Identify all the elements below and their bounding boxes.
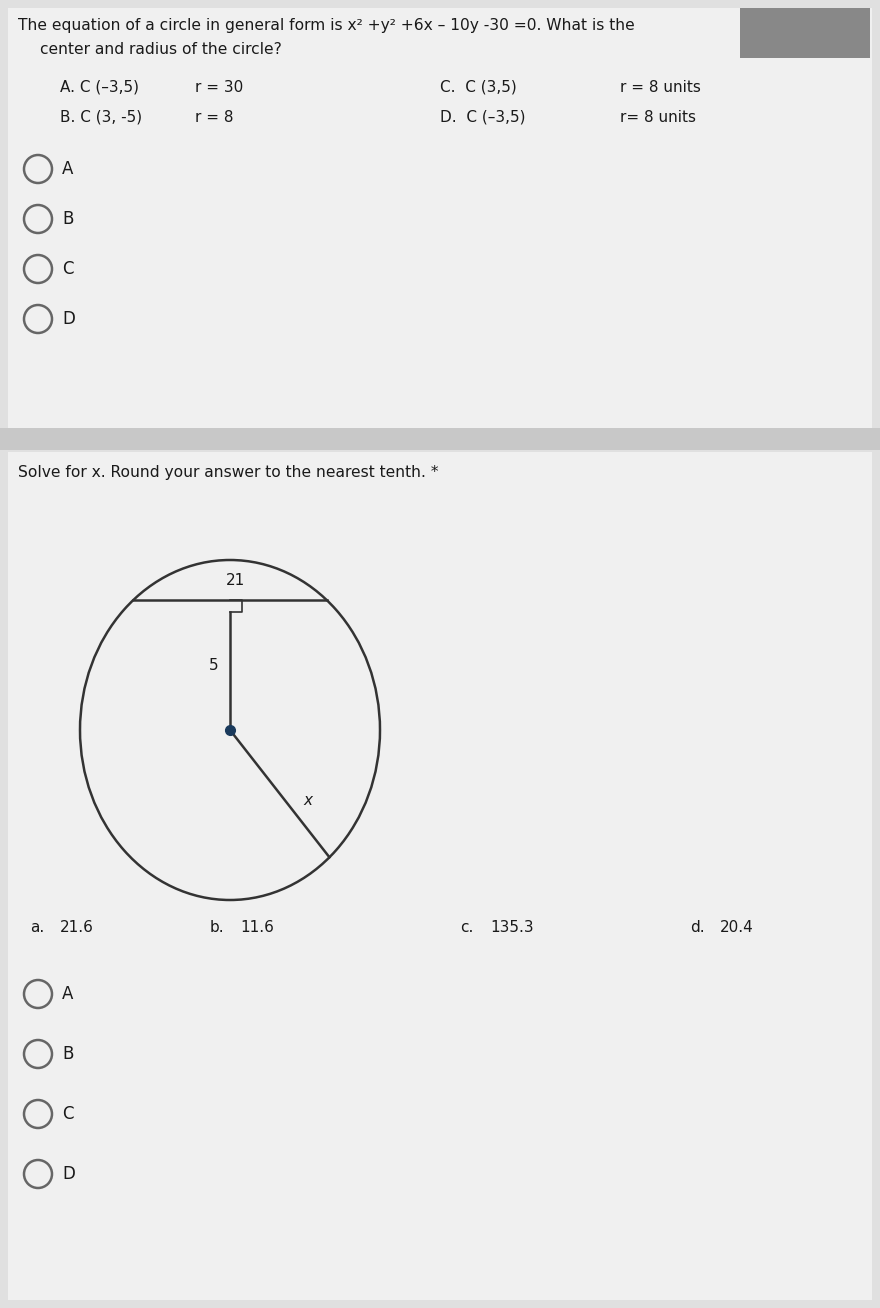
Text: r = 8 units: r = 8 units bbox=[620, 80, 700, 95]
Text: 11.6: 11.6 bbox=[240, 920, 274, 935]
Text: B. C (3, -5): B. C (3, -5) bbox=[60, 110, 143, 126]
Text: D: D bbox=[62, 310, 75, 328]
Text: c.: c. bbox=[460, 920, 473, 935]
Text: B: B bbox=[62, 211, 73, 228]
Text: center and radius of the circle?: center and radius of the circle? bbox=[40, 42, 282, 58]
Text: b.: b. bbox=[210, 920, 224, 935]
Bar bbox=[8, 453, 872, 1300]
Text: The equation of a circle in general form is x² +y² +6x – 10y -30 =0. What is the: The equation of a circle in general form… bbox=[18, 18, 634, 33]
Text: B: B bbox=[62, 1045, 73, 1063]
Text: D.  C (–3,5): D. C (–3,5) bbox=[440, 110, 525, 126]
Text: x: x bbox=[304, 793, 312, 808]
Text: a.: a. bbox=[30, 920, 44, 935]
Text: A. C (–3,5): A. C (–3,5) bbox=[60, 80, 139, 95]
Text: A: A bbox=[62, 160, 73, 178]
Text: r = 8: r = 8 bbox=[195, 110, 233, 126]
Text: D: D bbox=[62, 1165, 75, 1182]
Text: Solve for x. Round your answer to the nearest tenth. *: Solve for x. Round your answer to the ne… bbox=[18, 466, 438, 480]
Text: 21: 21 bbox=[225, 573, 245, 589]
Bar bbox=[8, 8, 872, 430]
Text: 135.3: 135.3 bbox=[490, 920, 533, 935]
Text: C: C bbox=[62, 1105, 74, 1124]
Text: r = 30: r = 30 bbox=[195, 80, 243, 95]
Text: 5: 5 bbox=[209, 658, 218, 672]
Text: C.  C (3,5): C. C (3,5) bbox=[440, 80, 517, 95]
Bar bbox=[0, 428, 880, 450]
Bar bbox=[740, 8, 870, 58]
Text: 20.4: 20.4 bbox=[720, 920, 754, 935]
Text: r= 8 units: r= 8 units bbox=[620, 110, 696, 126]
Text: 21.6: 21.6 bbox=[60, 920, 94, 935]
Text: C: C bbox=[62, 260, 74, 279]
Text: d.: d. bbox=[690, 920, 705, 935]
Text: A: A bbox=[62, 985, 73, 1003]
